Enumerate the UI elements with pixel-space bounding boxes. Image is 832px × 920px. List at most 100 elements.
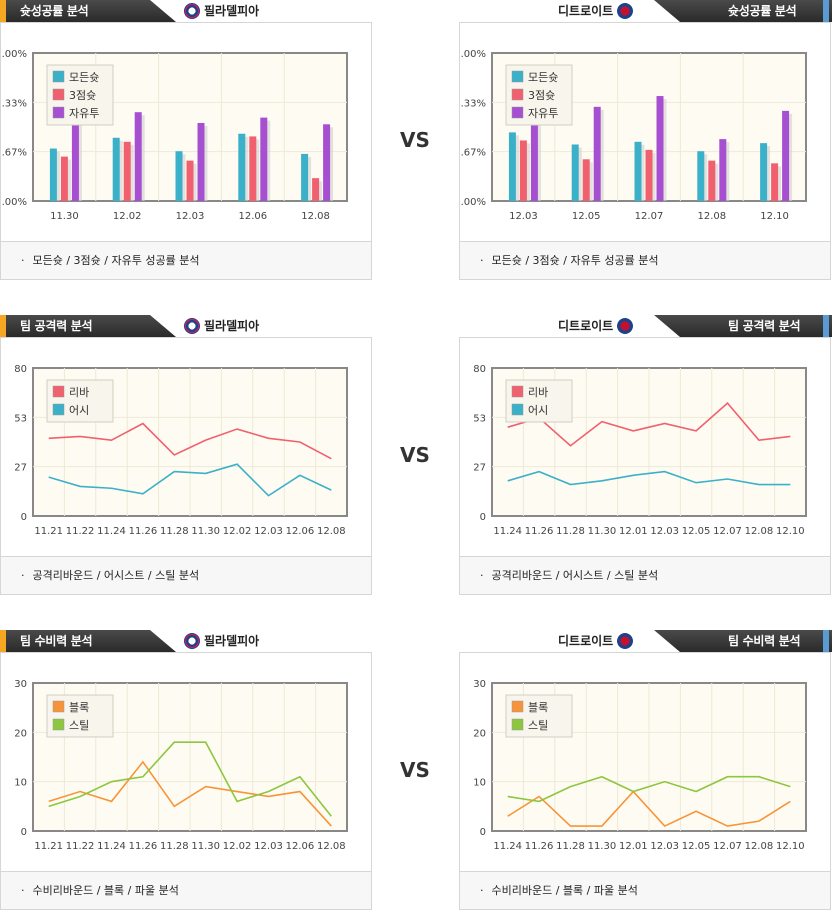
x-tick-label: 11.26 [525, 841, 554, 852]
legend-swatch [511, 718, 524, 731]
bar [771, 163, 779, 201]
series-line [507, 775, 791, 803]
tab-offense-left: 팀 공격력 분석 [0, 315, 176, 337]
chart-footer: · 모든슛 / 3점슛 / 자유투 성공률 분석 [460, 241, 830, 279]
team-label-left: 필라델피아 [184, 0, 259, 22]
series-line [48, 422, 332, 460]
legend-label: 모든슛 [528, 71, 558, 84]
legend-label: 자유투 [69, 107, 99, 120]
x-tick-label: 12.03 [650, 841, 679, 852]
legend-label: 모든슛 [69, 71, 99, 84]
x-tick-label: 12.07 [713, 526, 742, 537]
chart-footer: · 수비리바운드 / 블록 / 파울 분석 [1, 871, 371, 909]
y-tick-label: 20 [473, 728, 486, 739]
bar [123, 141, 131, 201]
chart-footer: · 수비리바운드 / 블록 / 파울 분석 [460, 871, 830, 909]
bar [656, 96, 664, 201]
y-tick-label: 30 [14, 679, 27, 690]
bar [634, 141, 642, 201]
x-tick-label: 12.02 [223, 841, 252, 852]
legend-swatch [511, 403, 524, 416]
x-tick-label: 11.24 [493, 841, 522, 852]
accent-bar-left [0, 315, 6, 337]
x-tick-label: 12.10 [760, 211, 789, 222]
series-line [48, 760, 332, 827]
x-tick-label: 11.26 [525, 526, 554, 537]
x-tick-label: 12.01 [619, 841, 648, 852]
x-tick-label: 12.08 [745, 526, 774, 537]
chart-panel-phi-shooting: 0.00% 36.67% 73.33% 110.00% 11.30 12.02 12.03 1… [0, 22, 372, 280]
legend-label: 리바 [69, 386, 89, 399]
team-name-left: 필라델피아 [204, 4, 260, 18]
legend-swatch [52, 106, 65, 119]
chart-panel-phi-offense: 0 27 53 80 11.21 11.22 11.24 11.26 11.28 11.30 12.… [0, 337, 372, 595]
legend-swatch [511, 88, 524, 101]
x-tick-label: 11.28 [160, 526, 189, 537]
bar [134, 112, 142, 201]
y-tick-label: 53 [14, 413, 27, 424]
x-tick-label: 11.30 [191, 526, 220, 537]
76ers-logo-icon [184, 318, 200, 334]
x-tick-label: 11.30 [588, 841, 617, 852]
x-tick-label: 11.28 [556, 841, 585, 852]
y-tick-label: 0.00% [1, 197, 27, 208]
bar [301, 153, 309, 201]
x-tick-label: 12.08 [745, 841, 774, 852]
x-tick-label: 11.21 [34, 841, 63, 852]
defense-section: 팀 수비력 분석 필라델피아 디트로이트 팀 수비력 분석 0 10 20 30 11.… [0, 630, 832, 920]
legend-label: 블록 [69, 701, 89, 714]
x-tick-label: 12.08 [301, 211, 330, 222]
legend-label: 리바 [528, 386, 548, 399]
tab-offense-right: 팀 공격력 분석 [654, 315, 832, 337]
x-tick-label: 12.10 [776, 526, 805, 537]
x-tick-label: 11.21 [34, 526, 63, 537]
x-tick-label: 12.05 [682, 526, 711, 537]
bar [323, 124, 331, 201]
legend-swatch [511, 700, 524, 713]
x-tick-label: 11.24 [97, 841, 126, 852]
pistons-logo-icon [617, 318, 634, 334]
x-tick-label: 12.03 [509, 211, 538, 222]
x-tick-label: 11.30 [50, 211, 79, 222]
chart-panel-det-shooting: 0.00% 36.67% 73.33% 110.00% 12.03 12.05 12.07 1… [459, 22, 831, 280]
y-tick-label: 80 [473, 364, 486, 375]
bar [508, 132, 516, 201]
accent-bar-right [823, 0, 829, 22]
x-tick-label: 11.26 [129, 841, 158, 852]
accent-bar-right [823, 315, 829, 337]
bar [260, 117, 268, 201]
legend-label: 3점슛 [69, 89, 96, 102]
x-tick-label: 11.22 [66, 526, 95, 537]
legend-swatch [52, 70, 65, 83]
vs-label: VS [400, 443, 430, 467]
y-tick-label: 0 [480, 827, 486, 838]
tab-shooting-right: 슛성공률 분석 [654, 0, 832, 22]
y-tick-label: 0.00% [460, 197, 486, 208]
x-tick-label: 12.08 [317, 841, 346, 852]
team-name-right: 디트로이트 [558, 319, 614, 333]
x-tick-label: 11.24 [97, 526, 126, 537]
y-tick-label: 10 [473, 778, 486, 789]
y-tick-label: 73.33% [1, 98, 27, 109]
x-tick-label: 12.06 [286, 526, 315, 537]
x-tick-label: 12.05 [682, 841, 711, 852]
y-tick-label: 73.33% [460, 98, 486, 109]
bar [530, 120, 538, 201]
team-name-right: 디트로이트 [558, 634, 614, 648]
x-tick-label: 12.03 [176, 211, 205, 222]
bar [697, 151, 705, 201]
x-tick-label: 11.28 [556, 526, 585, 537]
x-tick-label: 11.22 [66, 841, 95, 852]
x-tick-label: 12.03 [254, 526, 283, 537]
team-name-left: 필라델피아 [204, 319, 260, 333]
series-line [48, 463, 332, 497]
x-tick-label: 12.10 [776, 841, 805, 852]
footer-text: 수비리바운드 / 블록 / 파울 분석 [32, 884, 179, 897]
legend-swatch [52, 700, 65, 713]
legend-swatch [511, 385, 524, 398]
team-label-left: 필라델피아 [184, 315, 259, 337]
bar [175, 151, 183, 201]
legend-swatch [52, 88, 65, 101]
